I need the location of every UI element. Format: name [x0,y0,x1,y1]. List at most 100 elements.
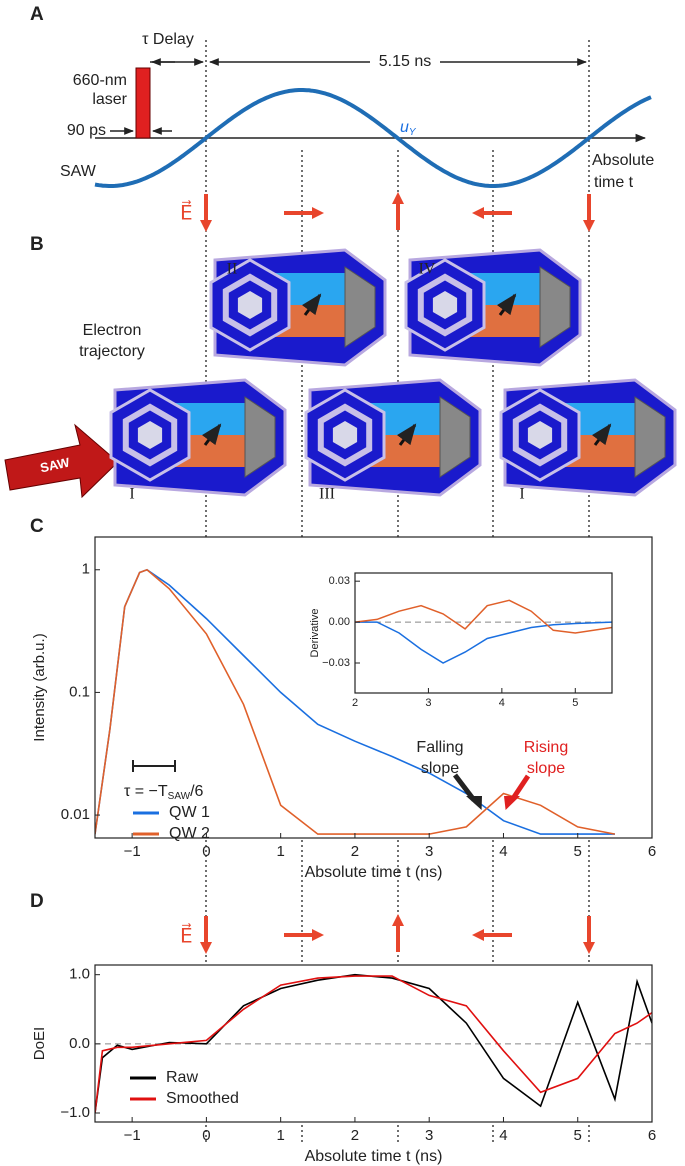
x-tick-label: 6 [648,1127,656,1144]
wire-end [539,266,571,348]
panel-label: D [30,891,44,912]
y-tick-label: 1.0 [69,966,90,983]
period-label: 5.15 ns [379,53,431,70]
y-axis-label: Derivative [309,609,321,658]
panel-label: A [30,4,44,25]
field-arrows [200,914,595,954]
y-tick-label: 0.01 [61,806,90,823]
wire-center [137,421,163,449]
x-tick-label: 3 [425,697,431,709]
saw-wave [94,88,652,188]
frame [94,536,653,839]
wire-ring [222,273,278,337]
wire-end [244,396,276,478]
legend-label: Smoothed [166,1090,239,1107]
y-tick-label: 0.00 [329,616,350,628]
x-tick-label: 3 [425,843,433,860]
saw-arrow [4,423,119,499]
laser-label: laser [92,91,127,108]
annotation-head [504,796,520,810]
trajectory [301,293,322,316]
delay-label: τ Delay [142,31,194,48]
y-tick-label: −1.0 [60,1104,90,1121]
wire-center [332,421,358,449]
wire-center [527,421,553,449]
wire-ring [512,403,568,467]
wire-ring [317,403,373,467]
x-tick-label: 1 [276,843,284,860]
trajectory [396,423,417,446]
y-tick-label: 0.0 [69,1035,90,1052]
x-tick-label: 0 [202,843,210,860]
series-line [95,568,616,835]
stage-label: II [227,261,238,278]
nanowire [499,378,677,497]
saw-arrow-label: SAW [39,454,72,475]
stage-label: III [319,486,335,503]
series-line [355,599,612,634]
trajectory [591,423,612,446]
x-tick-label: 2 [351,1127,359,1144]
y-axis-label: Intensity (arb.u.) [31,633,48,741]
stage-label: I [129,486,134,503]
y-tick-label: 0.1 [69,683,90,700]
scale-bar-note: τ = −TSAW/6 [124,783,204,801]
laser-label: 660-nm [73,72,127,89]
panel-label: C [30,516,44,537]
nanowire [404,248,582,367]
x-axis-label: Absolute time t (ns) [305,864,443,881]
annotation: slope [527,760,565,777]
legend-label: Raw [166,1069,198,1086]
y-tick-label: 1 [82,561,90,578]
x-tick-label: 4 [499,1127,507,1144]
x-tick-label: −1 [124,843,141,860]
stage-label: IV [419,261,436,278]
chart: 2 3 4 5 −0.03 0.00 0.03 Derivative [309,572,613,709]
u-label: uY [400,119,417,137]
note-main: τ = −T [124,783,168,800]
x-tick-label: 1 [276,1127,284,1144]
series-line [95,975,652,1114]
note-tail: /6 [190,783,203,800]
trajectory [201,423,222,446]
chart: Raw Smoothed −1 0 1 2 3 4 5 6 −1.0 0.0 1.0 Absolute t… [31,964,656,1165]
x-tick-label: 2 [351,843,359,860]
annotation-head [466,796,482,810]
annotation-arrow [453,773,476,802]
legend-label: QW 1 [169,804,210,821]
panel-a: τ Delay 5.15 ns 660-nm laser 90 ps SAW u… [60,31,654,232]
annotation: Falling [416,739,463,756]
trajectory [496,293,517,316]
x-tick-label: 6 [648,843,656,860]
wire-ring [417,273,473,337]
wave-label: SAW [60,163,97,180]
note-sub: SAW [168,791,191,802]
series-line [95,973,652,1114]
x-tick-label: 4 [499,843,507,860]
x-tick-label: 0 [202,1127,210,1144]
series-line [355,621,612,664]
caption: trajectory [79,343,145,360]
wire-center [237,291,263,319]
wire-end [344,266,376,348]
pulse-width: 90 ps [67,122,106,139]
wire-ring [122,403,178,467]
x-tick-label: 4 [499,697,505,709]
panel-label: B [30,234,44,255]
time-axis-label: Absolute [592,152,654,169]
x-tick-label: 2 [352,697,358,709]
wire-center [432,291,458,319]
y-tick-label: −0.03 [322,657,350,669]
x-tick-label: 3 [425,1127,433,1144]
legend-label: QW 2 [169,825,210,842]
time-axis-label: time t [594,174,634,191]
field-label: E⃗ [180,923,193,948]
u-main: u [400,119,409,136]
wire-end [634,396,666,478]
x-axis-label: Absolute time t (ns) [305,1148,443,1165]
nanowire [304,378,482,497]
annotation: slope [421,760,459,777]
nanowire [209,248,387,367]
nanowire [109,378,287,497]
x-tick-label: 5 [572,697,578,709]
